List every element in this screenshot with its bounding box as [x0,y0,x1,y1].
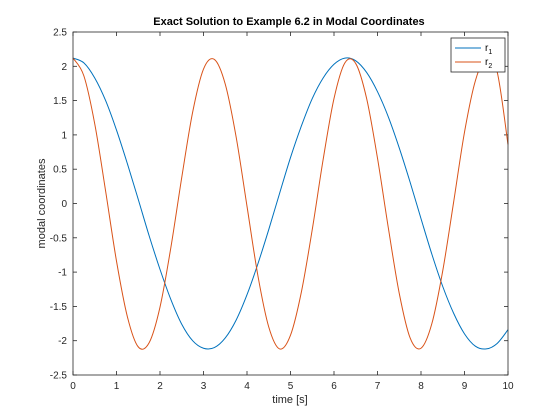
chart-title: Exact Solution to Example 6.2 in Modal C… [153,16,424,28]
y-tick-label: -2 [58,336,67,347]
plot-frame [72,31,509,376]
series-line-1 [72,57,509,350]
legend-box [450,37,506,73]
x-axis-label: time [s] [272,394,307,406]
y-axis-label: modal coordinates [36,158,48,248]
legend-entry-1: r1 [485,43,492,56]
y-tick-label: 1.5 [53,96,67,107]
y-tick-label: -1 [58,268,67,279]
x-tick-label: 8 [418,381,424,392]
x-tick-label: 5 [288,381,294,392]
y-tick-label: -0.5 [50,233,68,244]
x-tick-label: 7 [375,381,381,392]
x-tick-label: 10 [502,381,514,392]
x-tick-label: 0 [70,381,76,392]
series-line-2 [72,57,509,350]
x-ticks: 0 1 2 3 4 5 6 7 8 9 10 [70,32,514,392]
legend-entry-subscript: 1 [488,49,492,56]
x-tick-label: 1 [114,381,120,392]
y-tick-label: 0 [61,199,67,210]
plot-area [73,32,508,375]
y-tick-label: 0.5 [53,165,67,176]
y-tick-label: 1 [61,130,67,141]
x-tick-label: 6 [331,381,337,392]
y-tick-label: 2.5 [53,28,67,39]
legend-entry-2: r2 [485,57,492,70]
y-tick-label: -2.5 [50,371,68,382]
legend-entry-subscript: 2 [488,63,492,70]
x-tick-label: 3 [201,381,207,392]
y-tick-label: 2 [61,62,67,73]
y-ticks: -2.5 -2 -1.5 -1 -0.5 0 0.5 1 1.5 2 2.5 [50,28,508,382]
series-layer [72,57,509,350]
y-tick-label: -1.5 [50,302,68,313]
x-tick-label: 2 [157,381,163,392]
x-tick-label: 4 [244,381,250,392]
x-tick-label: 9 [462,381,468,392]
